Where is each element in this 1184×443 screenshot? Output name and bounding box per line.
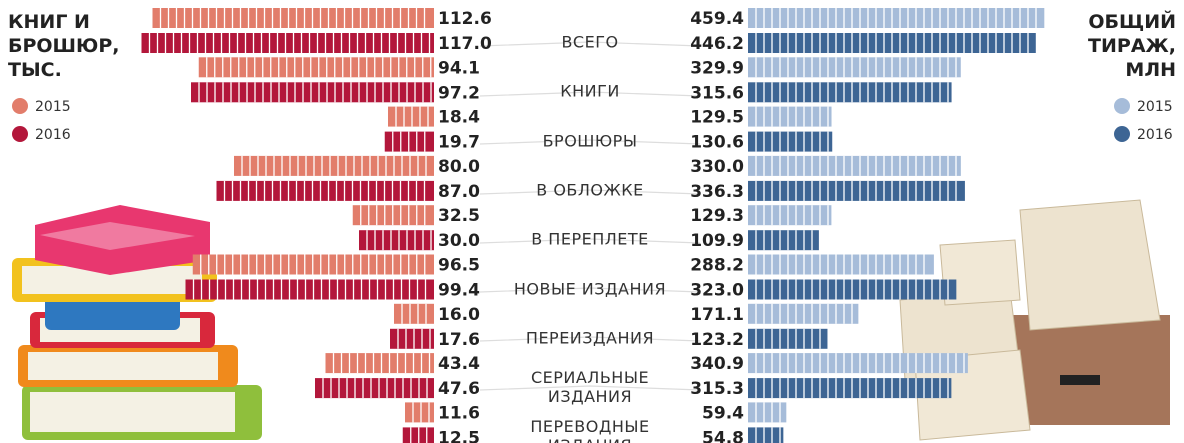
value-label: 97.2 [438, 83, 480, 103]
category-label: КНИГИ [505, 82, 675, 101]
value-label: 12.5 [438, 428, 480, 443]
value-label: 446.2 [690, 34, 744, 54]
bar [748, 205, 831, 225]
value-label: 43.4 [438, 354, 480, 374]
category-label: ВСЕГО [505, 33, 675, 52]
category-label: В ОБЛОЖКЕ [505, 180, 675, 199]
value-label: 340.9 [690, 354, 744, 374]
legend-swatch [1114, 98, 1130, 114]
value-label: 288.2 [690, 256, 744, 276]
value-label: 54.8 [702, 428, 744, 443]
legend-swatch [12, 98, 28, 114]
value-label: 16.0 [438, 305, 480, 325]
left-title: КНИГ И БРОШЮР, ТЫС. [8, 10, 138, 82]
value-label: 94.1 [438, 58, 480, 78]
value-label: 129.3 [690, 206, 744, 226]
infographic: 112.6 94.1 18.4 80.0 32.5 96.5 16.0 43.4 11.6 201… [0, 0, 1184, 443]
legend-label: 2015 [1137, 99, 1173, 115]
bar [153, 8, 435, 28]
value-label: 109.9 [690, 231, 744, 251]
bar [748, 8, 1044, 28]
value-label: 336.3 [690, 182, 744, 202]
value-label: 96.5 [438, 256, 480, 276]
value-label: 330.0 [690, 157, 744, 177]
legend-label: 2016 [35, 127, 71, 143]
value-label: 59.4 [702, 403, 744, 423]
bar [388, 107, 434, 127]
value-label: 32.5 [438, 206, 480, 226]
bar [748, 255, 934, 275]
legend-label: 2016 [1137, 127, 1173, 143]
legend-swatch [12, 126, 28, 142]
value-label: 99.4 [438, 281, 480, 301]
bar [748, 353, 968, 373]
value-label: 329.9 [690, 58, 744, 78]
right-title: ОБЩИЙ ТИРАЖ, МЛН [1046, 10, 1176, 82]
bar [748, 107, 832, 127]
value-label: 315.3 [690, 379, 744, 399]
value-label: 130.6 [690, 133, 744, 153]
bar [191, 82, 434, 102]
value-label: 87.0 [438, 182, 480, 202]
value-label: 30.0 [438, 231, 480, 251]
value-label: 112.6 [438, 9, 492, 29]
value-label: 117.0 [438, 34, 492, 54]
category-label: БРОШЮРЫ [505, 131, 675, 150]
value-label: 315.6 [690, 83, 744, 103]
value-label: 80.0 [438, 157, 480, 177]
value-label: 47.6 [438, 379, 480, 399]
value-label: 459.4 [690, 9, 744, 29]
category-label: ПЕРЕВОДНЫЕ ИЗДАНИЯ [505, 417, 675, 443]
value-label: 123.2 [690, 330, 744, 350]
bar [748, 230, 819, 250]
bar [748, 427, 783, 443]
bar [748, 82, 952, 102]
bar [234, 156, 434, 176]
bar [315, 378, 434, 398]
value-label: 17.6 [438, 330, 480, 350]
value-label: 11.6 [438, 403, 480, 423]
value-label: 129.5 [690, 108, 744, 128]
value-label: 171.1 [690, 305, 744, 325]
papers-illustration [900, 200, 1170, 440]
bar [394, 304, 434, 324]
legend-swatch [1114, 126, 1130, 142]
legend-label: 2015 [35, 99, 71, 115]
category-label: ПЕРЕИЗДАНИЯ [505, 328, 675, 347]
category-label: НОВЫЕ ИЗДАНИЯ [505, 279, 675, 298]
bar [748, 378, 951, 398]
category-label: В ПЕРЕПЛЕТЕ [505, 230, 675, 249]
bar [390, 329, 434, 349]
books-illustration [12, 205, 262, 440]
value-label: 19.7 [438, 133, 480, 153]
bar [186, 280, 435, 300]
value-label: 18.4 [438, 108, 480, 128]
category-label: СЕРИАЛЬНЫЕ ИЗДАНИЯ [505, 368, 675, 406]
value-label: 323.0 [690, 281, 744, 301]
